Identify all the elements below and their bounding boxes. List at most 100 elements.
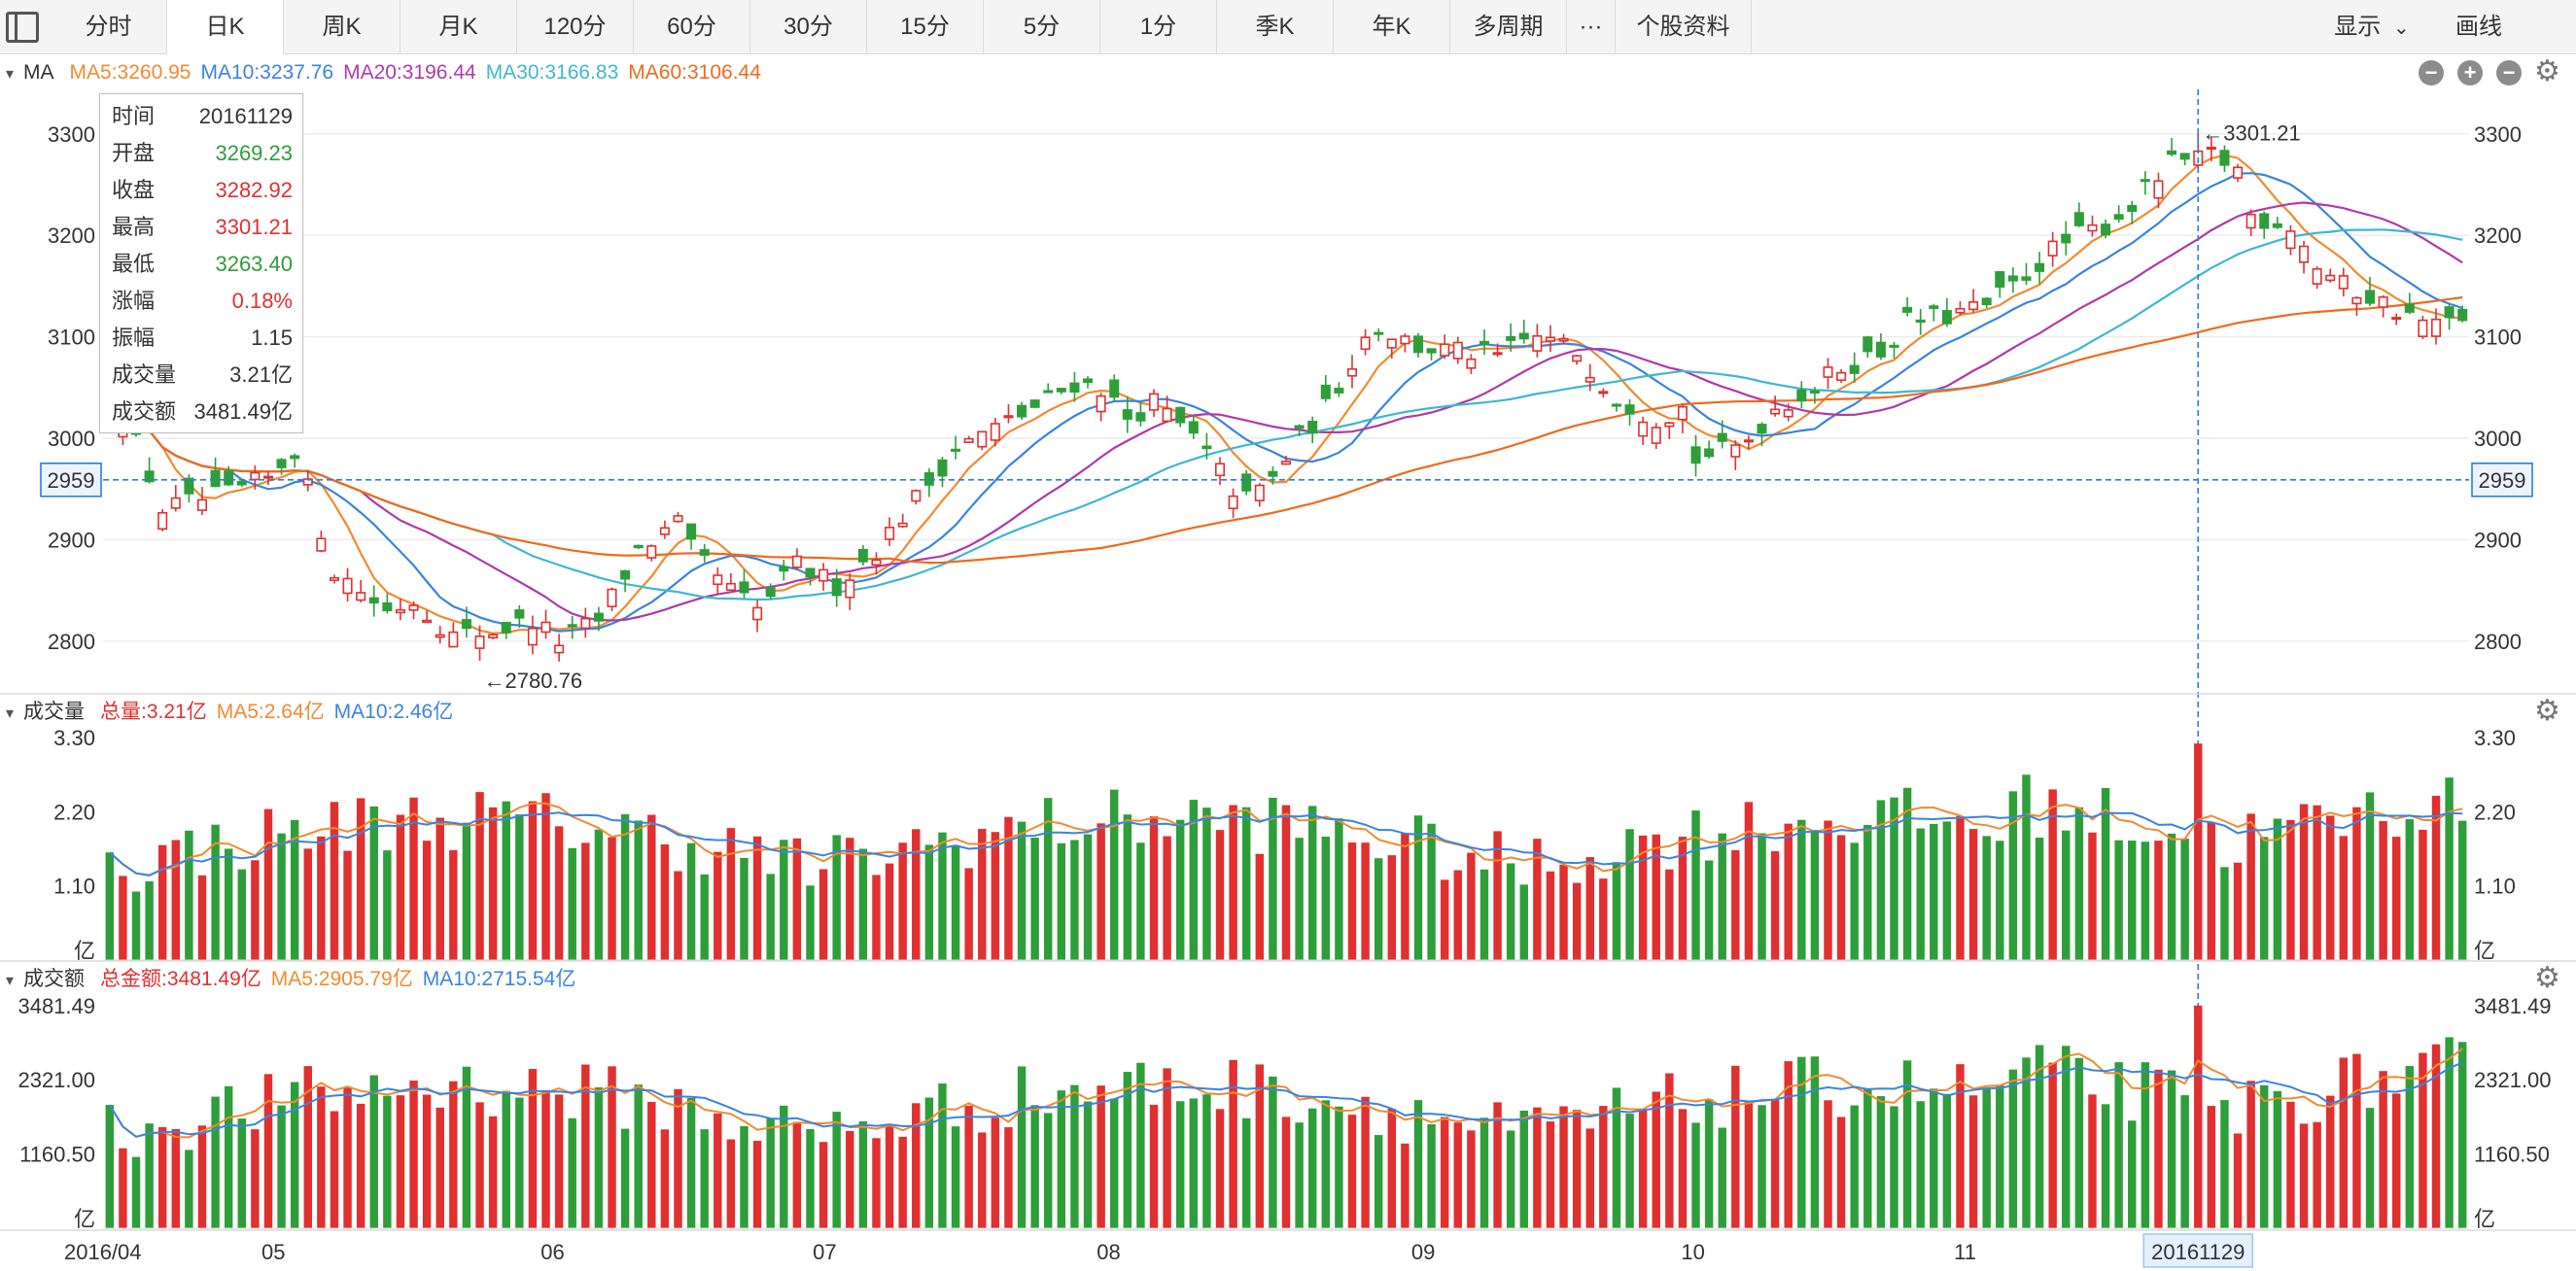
collapse-icon[interactable]: ▾ xyxy=(6,973,15,989)
candle-body xyxy=(342,577,353,595)
tab-11[interactable]: 年K xyxy=(1334,0,1450,54)
candle-body xyxy=(1162,407,1172,423)
minus-icon[interactable]: − xyxy=(2419,60,2444,86)
volume-bar xyxy=(145,880,154,960)
volume-bar xyxy=(1269,797,1277,960)
volume-bar xyxy=(449,849,458,960)
candle-body xyxy=(2430,318,2442,337)
candle-body xyxy=(990,423,1000,441)
tab-5[interactable]: 60分 xyxy=(634,0,750,54)
gear-icon[interactable]: ⚙ xyxy=(2534,55,2560,87)
tab-6[interactable]: 30分 xyxy=(750,0,867,54)
amount-bar xyxy=(2445,1037,2454,1228)
candle-body xyxy=(1941,310,1952,325)
legend-item: 总金额:3481.49亿 xyxy=(100,968,261,990)
amount-bar xyxy=(1493,1102,1502,1228)
plus-icon[interactable]: + xyxy=(2457,60,2483,86)
volume-bar xyxy=(832,835,841,960)
amount-y-tick-right: 3481.49 xyxy=(2474,994,2552,1018)
volume-bar xyxy=(818,869,828,960)
draw-line-button[interactable]: 画线 xyxy=(2455,14,2502,40)
amount-header: ▾ 成交额 总金额:3481.49亿 MA5:2905.79亿 MA10:2715.54… xyxy=(6,961,595,998)
amount-bar xyxy=(2022,1057,2031,1228)
candle-body xyxy=(422,619,433,624)
amount-bar xyxy=(1163,1068,1171,1228)
amount-bar xyxy=(2154,1069,2163,1228)
volume-bar xyxy=(2260,837,2269,960)
volume-bar xyxy=(846,838,854,960)
volume-bar xyxy=(1625,829,1634,960)
tab-9[interactable]: 1分 xyxy=(1100,0,1217,54)
tooltip-key: 振幅 xyxy=(112,326,156,350)
display-menu-button[interactable]: 显示 ⌄ xyxy=(2314,0,2430,54)
volume-bar xyxy=(2313,805,2321,960)
tab-7[interactable]: 15分 xyxy=(867,0,984,54)
amount-bar xyxy=(1930,1088,1938,1228)
amount-bar xyxy=(2141,1062,2150,1228)
volume-bar xyxy=(924,844,934,960)
sidebar-toggle-icon[interactable] xyxy=(6,12,39,43)
candle-body xyxy=(1069,382,1080,393)
volume-y-tick-right: 2.20 xyxy=(2474,800,2516,824)
amount-bar xyxy=(157,1126,167,1228)
volume-bar xyxy=(1163,836,1171,960)
volume-ma10-line xyxy=(109,811,2463,876)
candle-body xyxy=(236,480,247,486)
tab-1[interactable]: 日K xyxy=(167,0,284,54)
tab-8[interactable]: 5分 xyxy=(984,0,1100,54)
tab-2[interactable]: 周K xyxy=(284,0,400,54)
minus-icon[interactable]: − xyxy=(2496,60,2522,86)
candle-body xyxy=(2457,308,2468,322)
amount-bar xyxy=(872,1138,881,1228)
selected-date-box xyxy=(2142,1233,2253,1268)
candle-body xyxy=(593,612,604,622)
tooltip-row: 最高 3301.21 xyxy=(110,209,293,246)
amount-bar xyxy=(2114,1062,2123,1228)
tab-4[interactable]: 120分 xyxy=(517,0,634,54)
amount-bar xyxy=(620,1128,630,1228)
tab-0[interactable]: 分时 xyxy=(51,0,167,54)
amount-bar xyxy=(2405,1066,2415,1228)
volume-bar xyxy=(2154,841,2163,960)
amount-bar xyxy=(1996,1084,2004,1228)
amount-bar xyxy=(1770,1099,1780,1228)
candle-body xyxy=(1889,344,1899,348)
tab-14[interactable]: 个股资料 xyxy=(1616,0,1752,54)
amount-bar xyxy=(303,1066,312,1228)
tab-10[interactable]: 季K xyxy=(1217,0,1334,54)
amount-bar xyxy=(541,1089,550,1228)
gear-icon[interactable]: ⚙ xyxy=(2534,695,2560,727)
volume-bar xyxy=(1691,810,1700,960)
volume-bar xyxy=(343,850,352,960)
tab-13[interactable]: ··· xyxy=(1567,0,1616,54)
amount-bar xyxy=(1638,1110,1648,1228)
candle-body xyxy=(408,604,419,611)
volume-y-tick-left: 1.10 xyxy=(53,875,95,899)
candle-body xyxy=(923,471,934,486)
candle-body xyxy=(2299,245,2310,263)
tab-12[interactable]: 多周期 xyxy=(1450,0,1567,54)
volume-bar xyxy=(938,832,947,960)
candle-body xyxy=(1083,378,1094,384)
amount-bar xyxy=(211,1096,220,1228)
amount-bar xyxy=(1295,1122,1304,1228)
crosshair-label-left-box xyxy=(40,462,102,498)
collapse-icon[interactable]: ▾ xyxy=(6,66,15,83)
amount-bar xyxy=(1942,1093,1952,1228)
volume-bar xyxy=(2114,840,2123,960)
tab-3[interactable]: 月K xyxy=(400,0,517,54)
collapse-icon[interactable]: ▾ xyxy=(6,705,15,722)
volume-bar xyxy=(2352,807,2361,960)
amount-bar xyxy=(2074,1057,2084,1228)
volume-bar xyxy=(263,808,273,960)
candle-body xyxy=(1770,408,1781,415)
amount-bar xyxy=(2299,1123,2309,1228)
gear-icon[interactable]: ⚙ xyxy=(2534,962,2560,994)
tooltip-row: 最低 3263.40 xyxy=(110,246,293,283)
amount-bar xyxy=(197,1125,207,1228)
volume-bar xyxy=(700,874,709,960)
candle-body xyxy=(871,559,882,567)
candle-body xyxy=(963,437,974,443)
volume-bar xyxy=(1307,806,1317,960)
